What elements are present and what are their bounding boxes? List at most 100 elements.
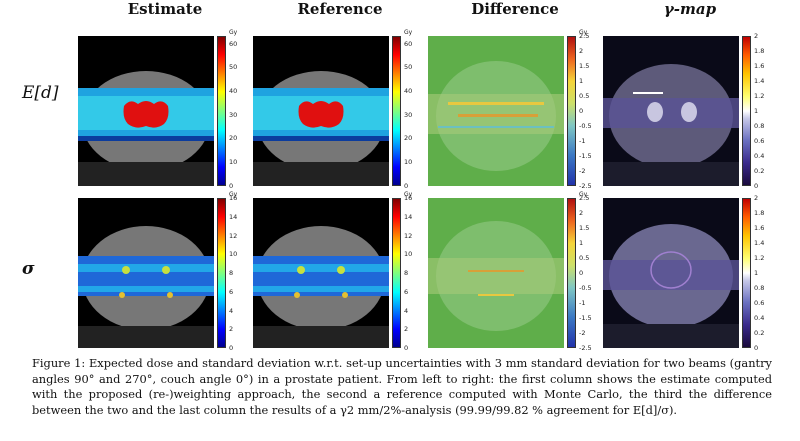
tick-label: 60	[404, 39, 413, 48]
tick-label: 0.2	[754, 329, 765, 337]
colorbar-unit-reference-row1: Gy	[404, 29, 413, 36]
colorbar-ticks-estimate-row1: 60 50 40 30 20 10 0	[229, 36, 251, 191]
colorbar-difference-row2	[567, 198, 576, 348]
tick-label: 10	[404, 158, 413, 167]
panel-gamma-map-sigma	[603, 198, 739, 348]
tick-label: 4	[229, 306, 234, 315]
tick-label: 50	[229, 63, 238, 72]
tick-label: 1.8	[754, 47, 765, 55]
tick-label: 0.6	[754, 299, 765, 307]
tick-label: 20	[404, 134, 413, 143]
tick-label: -2	[579, 329, 586, 337]
tick-label: 0.5	[579, 92, 590, 100]
row-label-sigma: σ	[22, 259, 35, 279]
tick-label: 10	[404, 250, 413, 259]
tick-label: 14	[229, 212, 238, 221]
tick-label: 50	[404, 63, 413, 72]
tick-label: 60	[229, 39, 238, 48]
panel-reference-expected-dose	[253, 36, 389, 186]
colorbar-ticks-difference-row2: 2.5 2 1.5 1 0.5 0 -0.5 -1 -1.5 -2 -2.5	[579, 194, 601, 352]
panel-difference-sigma	[428, 198, 564, 348]
tick-label: 0	[229, 344, 234, 352]
colorbar-gamma-row1	[742, 36, 751, 186]
colorbar-unit-reference-row2: Gy	[404, 191, 413, 198]
colorbar-unit-estimate-row2: Gy	[229, 191, 238, 198]
tick-label: 1.2	[754, 92, 765, 100]
tick-label: 0.8	[754, 284, 765, 292]
colorbar-ticks-difference-row1: 2.5 2 1.5 1 0.5 0 -0.5 -1 -1.5 -2 -2.5	[579, 32, 601, 190]
tick-label: 14	[404, 212, 413, 221]
tick-label: 1.6	[754, 224, 765, 232]
tick-label: 0.5	[579, 254, 590, 262]
colorbar-unit-difference-row1: Gy	[579, 29, 588, 36]
tick-label: 0.4	[754, 152, 765, 160]
tick-label: 40	[404, 87, 413, 96]
tick-label: 1	[579, 77, 584, 85]
colorbar-ticks-gamma-row2: 2 1.8 1.6 1.4 1.2 1 0.8 0.6 0.4 0.2 0	[754, 194, 776, 352]
tick-label: -1.5	[579, 314, 592, 322]
tick-label: 16	[404, 194, 413, 202]
tick-label: 40	[229, 87, 238, 96]
tick-label: 2.5	[579, 194, 590, 202]
colorbar-ticks-reference-row1: 60 50 40 30 20 10 0	[404, 36, 426, 191]
tick-label: 20	[229, 134, 238, 143]
tick-label: -1	[579, 137, 586, 145]
tick-label: 6	[404, 287, 409, 296]
panel-difference-expected-dose	[428, 36, 564, 186]
row-label-expected-dose: E[d]	[22, 83, 59, 103]
tick-label: 0.4	[754, 314, 765, 322]
tick-label: 0.6	[754, 137, 765, 145]
tick-label: 0	[579, 269, 584, 277]
tick-label: 1.4	[754, 239, 765, 247]
tick-label: 4	[404, 306, 409, 315]
tick-label: 0.8	[754, 122, 765, 130]
tick-label: 0	[754, 182, 759, 190]
tick-label: 12	[404, 231, 413, 240]
tick-label: 0	[229, 182, 234, 190]
colorbar-reference-row1	[392, 36, 401, 186]
figure-caption: Figure 1: Expected dose and standard dev…	[32, 356, 772, 417]
panel-reference-sigma	[253, 198, 389, 348]
tick-label: -2.5	[579, 344, 592, 352]
colorbar-ticks-gamma-row1: 2 1.8 1.6 1.4 1.2 1 0.8 0.6 0.4 0.2 0	[754, 32, 776, 190]
colorbar-reference-row2	[392, 198, 401, 348]
column-title-difference: Difference	[471, 0, 559, 18]
tick-label: -1	[579, 299, 586, 307]
tick-label: 30	[404, 110, 413, 119]
tick-label: 6	[229, 287, 234, 296]
tick-label: 1.6	[754, 62, 765, 70]
colorbar-estimate-row1	[217, 36, 226, 186]
tick-label: 1	[754, 269, 759, 277]
tick-label: 16	[229, 194, 238, 202]
colorbar-gamma-row2	[742, 198, 751, 348]
tick-label: 1.8	[754, 209, 765, 217]
tick-label: 2	[754, 194, 759, 202]
colorbar-ticks-reference-row2: 16 14 12 10 8 6 4 2 0	[404, 194, 426, 352]
tick-label: 1.5	[579, 224, 590, 232]
tick-label: 12	[229, 231, 238, 240]
tick-label: 0.2	[754, 167, 765, 175]
tick-label: -0.5	[579, 284, 592, 292]
tick-label: 1.5	[579, 62, 590, 70]
panel-gamma-map-expected-dose	[603, 36, 739, 186]
colorbar-difference-row1	[567, 36, 576, 186]
tick-label: 1.4	[754, 77, 765, 85]
colorbar-estimate-row2	[217, 198, 226, 348]
tick-label: 8	[404, 269, 409, 277]
tick-label: 8	[229, 269, 234, 277]
colorbar-unit-estimate-row1: Gy	[229, 29, 238, 36]
tick-label: 2.5	[579, 32, 590, 40]
tick-label: 10	[229, 158, 238, 167]
tick-label: 0	[579, 107, 584, 115]
colorbar-unit-difference-row2: Gy	[579, 191, 588, 198]
tick-label: 0	[404, 344, 409, 352]
tick-label: 1.2	[754, 254, 765, 262]
tick-label: 1	[579, 239, 584, 247]
tick-label: -2	[579, 167, 586, 175]
column-title-gamma-map: γ-map	[663, 0, 717, 18]
tick-label: 0	[404, 182, 409, 190]
tick-label: 2	[579, 209, 584, 217]
tick-label: -2.5	[579, 182, 592, 190]
tick-label: 2	[229, 325, 234, 334]
tick-label: -0.5	[579, 122, 592, 130]
